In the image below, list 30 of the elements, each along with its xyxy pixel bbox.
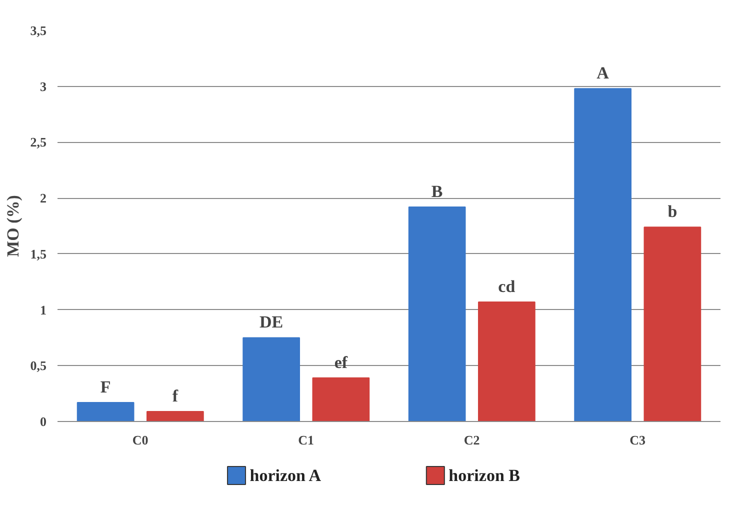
y-axis-title: MO (%)	[3, 195, 22, 257]
y-tick-label: 0,5	[30, 358, 47, 374]
bar	[76, 402, 134, 422]
bar	[242, 337, 300, 422]
y-tick-label: 2,5	[30, 134, 47, 150]
bar	[408, 206, 466, 422]
x-tick-label: C3	[630, 432, 646, 448]
x-tick-label: C1	[298, 432, 314, 448]
y-tick-label: 2	[40, 190, 46, 206]
bar	[574, 88, 632, 422]
y-tick-label: 0	[40, 414, 46, 429]
bar	[644, 226, 702, 422]
annotation: b	[668, 202, 678, 222]
y-tick-label: 3	[40, 78, 47, 94]
annotation: DE	[260, 312, 284, 332]
annotation: f	[172, 386, 178, 406]
legend-label: horizon B	[448, 466, 520, 485]
annotation: cd	[498, 276, 516, 296]
x-tick-label: C2	[464, 432, 480, 448]
y-tick-label: 1,5	[30, 246, 47, 262]
bar	[146, 410, 204, 422]
annotation: F	[100, 378, 111, 397]
annotation: A	[596, 64, 610, 83]
y-tick-label: 3,5	[30, 23, 47, 38]
x-tick-label: C0	[132, 432, 148, 448]
annotation: B	[431, 182, 443, 202]
bar	[478, 301, 536, 422]
bar	[312, 377, 370, 422]
legend-label: horizon A	[250, 466, 322, 485]
y-tick-label: 1	[40, 302, 46, 318]
